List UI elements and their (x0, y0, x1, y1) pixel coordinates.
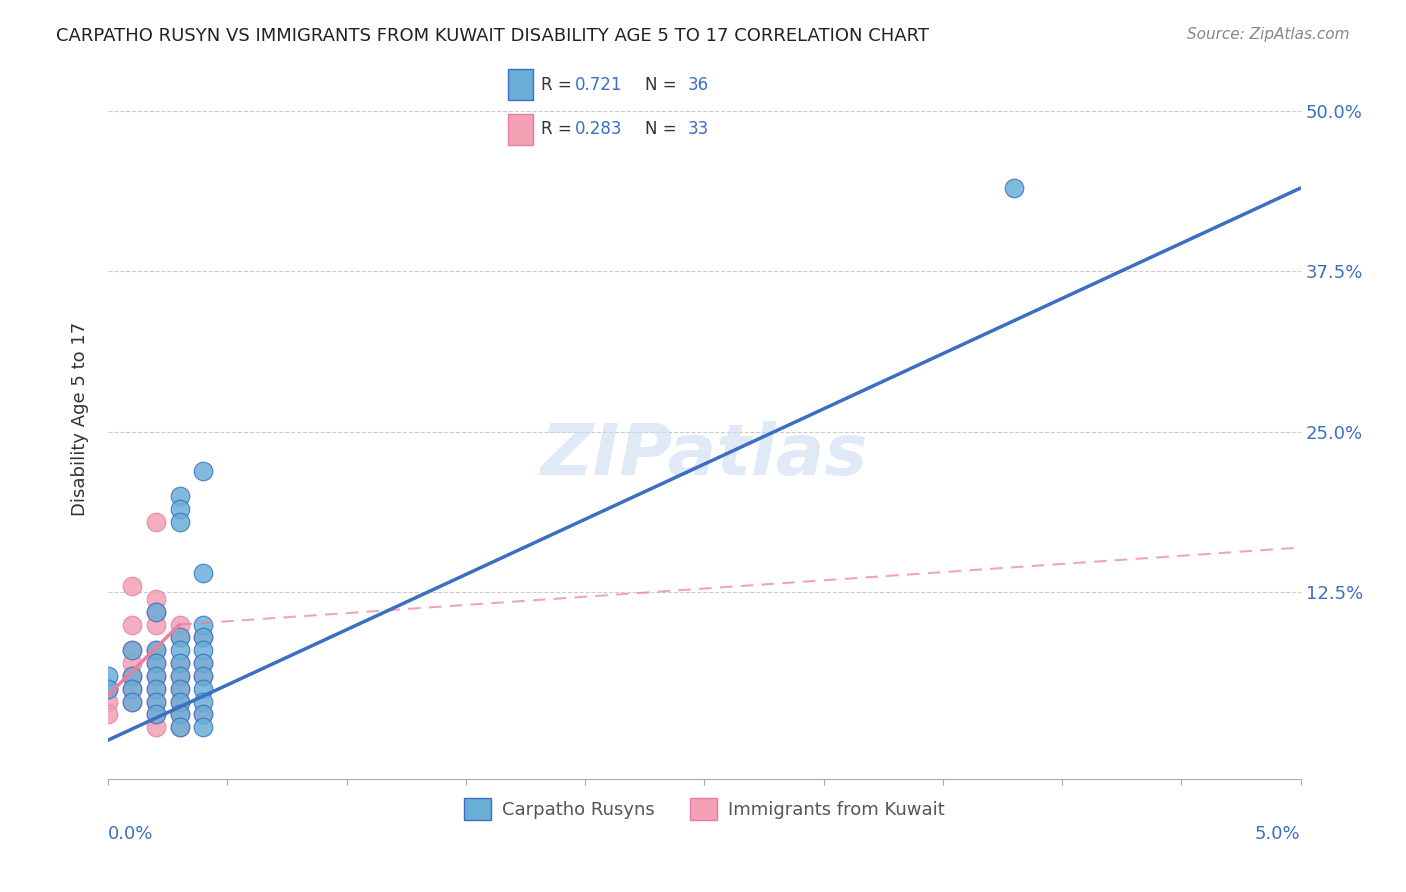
Point (193, 695, 215, 709)
Point (121, 695, 143, 709)
Point (121, 656, 143, 670)
Point (145, 681, 167, 696)
Point (145, 605, 167, 619)
Point (169, 707, 191, 722)
Point (193, 566, 215, 581)
Point (145, 617, 167, 632)
Point (193, 643, 215, 657)
Point (193, 669, 215, 683)
Text: 0.721: 0.721 (575, 76, 623, 94)
Point (97, 707, 120, 722)
Point (169, 502, 191, 516)
Point (145, 643, 167, 657)
Point (193, 669, 215, 683)
Point (169, 643, 191, 657)
Point (169, 515, 191, 529)
Point (121, 643, 143, 657)
Point (145, 515, 167, 529)
Point (169, 656, 191, 670)
Point (145, 695, 167, 709)
Point (145, 643, 167, 657)
Point (145, 707, 167, 722)
Point (169, 681, 191, 696)
Text: 0.0%: 0.0% (108, 825, 153, 844)
Point (193, 656, 215, 670)
Point (193, 720, 215, 734)
Y-axis label: Disability Age 5 to 17: Disability Age 5 to 17 (72, 322, 89, 516)
Point (193, 707, 215, 722)
Point (193, 656, 215, 670)
Point (145, 669, 167, 683)
Point (145, 707, 167, 722)
Point (169, 669, 191, 683)
Point (145, 695, 167, 709)
Text: R =: R = (541, 76, 578, 94)
Point (193, 631, 215, 645)
Point (169, 695, 191, 709)
Point (97, 695, 120, 709)
Point (169, 631, 191, 645)
Point (169, 631, 191, 645)
Point (97, 669, 120, 683)
Point (121, 681, 143, 696)
FancyBboxPatch shape (508, 114, 533, 145)
Text: 33: 33 (688, 120, 709, 138)
Point (145, 669, 167, 683)
Point (121, 643, 143, 657)
Point (169, 617, 191, 632)
Point (121, 681, 143, 696)
Text: 36: 36 (688, 76, 709, 94)
Point (145, 605, 167, 619)
Point (121, 617, 143, 632)
Point (145, 656, 167, 670)
Point (145, 591, 167, 606)
Point (121, 669, 143, 683)
Point (121, 695, 143, 709)
Point (169, 656, 191, 670)
Text: CARPATHO RUSYN VS IMMIGRANTS FROM KUWAIT DISABILITY AGE 5 TO 17 CORRELATION CHAR: CARPATHO RUSYN VS IMMIGRANTS FROM KUWAIT… (56, 27, 929, 45)
Point (145, 681, 167, 696)
Point (121, 579, 143, 593)
Text: Source: ZipAtlas.com: Source: ZipAtlas.com (1187, 27, 1350, 42)
Point (193, 681, 215, 696)
Legend: Carpatho Rusyns, Immigrants from Kuwait: Carpatho Rusyns, Immigrants from Kuwait (457, 790, 952, 827)
Point (169, 707, 191, 722)
Text: 5.0%: 5.0% (1256, 825, 1301, 844)
Point (169, 720, 191, 734)
Point (97, 681, 120, 696)
Point (169, 681, 191, 696)
Point (169, 695, 191, 709)
FancyBboxPatch shape (508, 70, 533, 101)
Point (1002, 181, 1025, 195)
Point (193, 617, 215, 632)
Point (193, 463, 215, 477)
Text: N =: N = (645, 76, 682, 94)
Point (193, 707, 215, 722)
Point (193, 631, 215, 645)
Point (121, 669, 143, 683)
Point (97, 681, 120, 696)
Point (145, 720, 167, 734)
Text: R =: R = (541, 120, 578, 138)
Text: 0.283: 0.283 (575, 120, 623, 138)
Point (169, 669, 191, 683)
Point (145, 656, 167, 670)
Point (169, 489, 191, 503)
Point (169, 720, 191, 734)
Text: N =: N = (645, 120, 682, 138)
Text: ZIPatlas: ZIPatlas (541, 421, 868, 490)
